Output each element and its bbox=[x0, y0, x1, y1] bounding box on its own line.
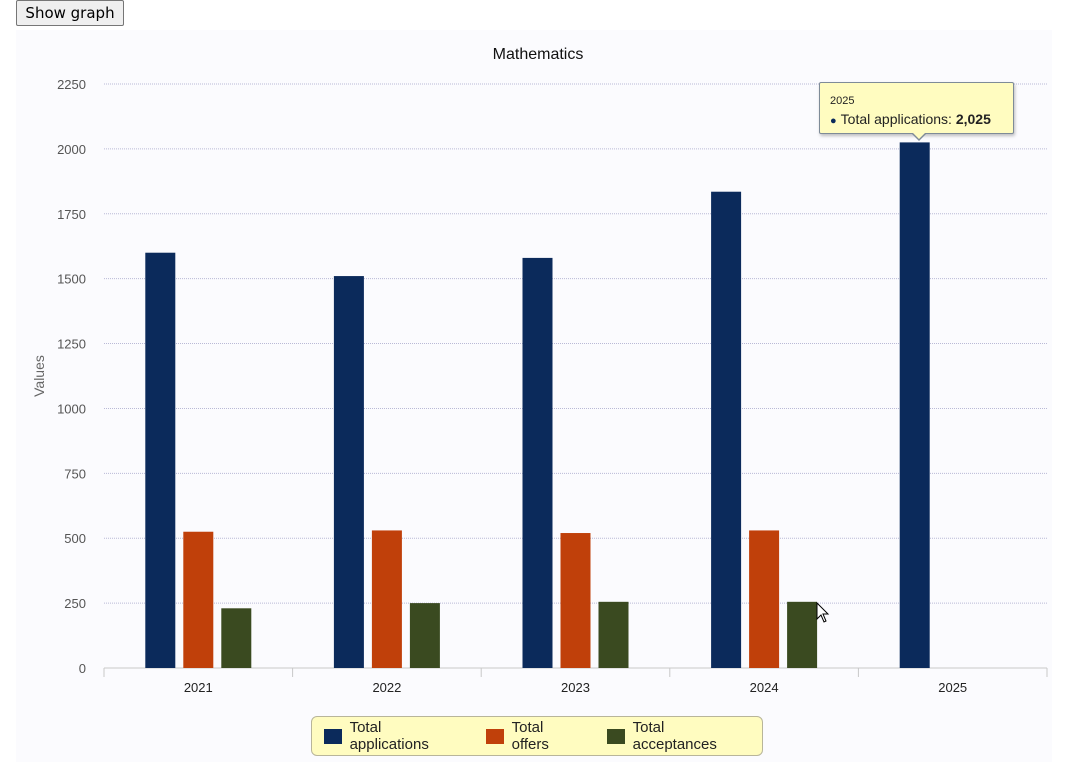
chart-tooltip: 2025 ● Total applications: 2,025 bbox=[819, 82, 1014, 134]
bar-total-offers-2022 bbox=[371, 530, 402, 668]
legend-swatch-offers bbox=[486, 728, 504, 744]
x-tick-label: 2021 bbox=[184, 680, 213, 695]
y-tick-label: 2250 bbox=[57, 77, 86, 92]
legend-item-acceptances[interactable]: Total acceptances bbox=[607, 719, 750, 753]
bar-total-acceptances-2023 bbox=[598, 601, 629, 668]
x-tick-label: 2025 bbox=[938, 680, 967, 695]
tooltip-caret-inner bbox=[912, 132, 926, 139]
chart-title: Mathematics bbox=[493, 46, 584, 63]
bar-total-applications-2023 bbox=[522, 257, 553, 668]
bar-total-offers-2021 bbox=[183, 531, 214, 668]
y-axis-label: Values bbox=[31, 355, 47, 397]
bar-chart: 0 250 500 750 1000 1250 1500 1750 2000 2250 2021 20… bbox=[31, 46, 1048, 695]
y-tick-label: 1750 bbox=[57, 207, 86, 222]
legend-item-applications[interactable]: Total applications bbox=[324, 719, 462, 753]
show-graph-button[interactable]: Show graph bbox=[16, 0, 124, 26]
bar-total-offers-2023 bbox=[560, 533, 591, 668]
tooltip-bullet-icon: ● bbox=[830, 115, 837, 127]
chart-legend: Total applications Total offers Total ac… bbox=[311, 716, 763, 756]
y-tick-label: 750 bbox=[64, 466, 86, 481]
y-tick-label: 1000 bbox=[57, 401, 86, 416]
y-tick-label: 250 bbox=[64, 596, 86, 611]
legend-label-offers: Total offers bbox=[511, 719, 549, 753]
tooltip-series-label: Total applications: bbox=[840, 111, 952, 127]
x-tick-label: 2024 bbox=[750, 680, 779, 695]
x-tick-label: 2023 bbox=[561, 680, 590, 695]
bar-total-offers-2024 bbox=[749, 530, 780, 668]
tooltip-line: ● Total applications: 2,025 bbox=[830, 111, 1013, 127]
bar-total-applications-2021 bbox=[145, 252, 176, 668]
legend-label-acceptances: Total acceptances bbox=[632, 719, 717, 753]
legend-swatch-applications bbox=[324, 728, 342, 744]
y-tick-label: 1500 bbox=[57, 272, 86, 287]
y-tick-label: 500 bbox=[64, 531, 86, 546]
mouse-pointer-icon bbox=[816, 602, 830, 623]
bar-total-applications-2024 bbox=[711, 191, 742, 668]
tooltip-year: 2025 bbox=[830, 95, 855, 107]
bar-total-acceptances-2022 bbox=[409, 603, 440, 668]
y-tick-label: 2000 bbox=[57, 142, 86, 157]
bar-total-acceptances-2021 bbox=[221, 608, 252, 668]
y-tick-label: 1250 bbox=[57, 337, 86, 352]
y-tick-label: 0 bbox=[79, 661, 86, 676]
legend-label-applications: Total applications bbox=[349, 719, 429, 753]
bar-total-acceptances-2024 bbox=[787, 601, 818, 668]
bar-total-applications-2025 bbox=[899, 142, 930, 668]
tooltip-value: 2,025 bbox=[955, 111, 991, 127]
x-tick-label: 2022 bbox=[372, 680, 401, 695]
legend-swatch-acceptances bbox=[607, 728, 625, 744]
legend-item-offers[interactable]: Total offers bbox=[486, 719, 583, 753]
bar-total-applications-2022 bbox=[333, 276, 364, 668]
